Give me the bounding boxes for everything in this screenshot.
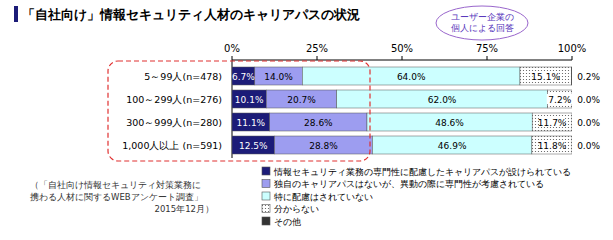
note-text: ユーザー企業の — [451, 12, 514, 22]
bar-segment — [275, 136, 373, 154]
source-text: 2015年12月） — [155, 204, 214, 214]
legend-swatch — [262, 217, 270, 225]
bar-segment — [548, 90, 572, 108]
data-label: 7.2% — [548, 95, 571, 105]
x-tick-label: 0% — [224, 43, 240, 54]
data-label: 20.7% — [287, 95, 316, 105]
bar-segment — [572, 136, 573, 154]
data-label: 6.7% — [232, 72, 255, 82]
data-label: 48.6% — [435, 118, 464, 128]
data-label: 11.7% — [538, 118, 567, 128]
label-bg — [547, 94, 573, 104]
bar-segment — [255, 67, 303, 85]
bar-segment — [232, 113, 270, 131]
legend-label: 分からない — [274, 204, 319, 214]
data-label: 62.0% — [428, 95, 457, 105]
data-label: 0.0% — [577, 95, 600, 105]
data-label: 46.9% — [438, 141, 467, 151]
bar-segment — [571, 67, 572, 85]
data-label: 12.5% — [239, 141, 268, 151]
data-label: 11.1% — [237, 118, 266, 128]
data-label: 0.2% — [577, 72, 600, 82]
data-label: 14.0% — [264, 72, 293, 82]
x-tick-label: 25% — [306, 43, 328, 54]
legend-swatch — [262, 192, 270, 200]
x-tick — [487, 56, 488, 60]
note-ellipse — [436, 6, 528, 40]
bar-segment — [270, 113, 367, 131]
bars — [232, 67, 572, 154]
legend-swatch — [262, 205, 270, 213]
legend-label: その他 — [274, 217, 301, 227]
bar-segment — [232, 136, 275, 154]
x-tick — [317, 56, 318, 60]
source-text: （「自社向け情報セキュリティ対策業務に — [30, 180, 201, 190]
x-tick-label: 100% — [558, 43, 587, 54]
data-labels: 6.7% 14.0% 64.0% 15.1% 0.2% 10.1% 20.7% 62.0% 7.… — [232, 71, 600, 151]
category-label: 1,000人以上 (n=591) — [122, 140, 222, 151]
x-tick — [232, 56, 233, 60]
data-label: 10.1% — [235, 95, 264, 105]
bar-segment — [532, 136, 572, 154]
x-tick — [572, 56, 573, 60]
bar-segment — [520, 67, 571, 85]
bar-segment — [532, 113, 572, 131]
data-label: 28.8% — [309, 141, 338, 151]
title-marker — [14, 6, 18, 22]
bar-segment — [337, 90, 548, 108]
data-label: 11.8% — [538, 141, 567, 151]
category-label: 300～999人(n=280) — [126, 117, 222, 128]
data-label: 28.6% — [304, 118, 333, 128]
x-tick — [402, 56, 403, 60]
bar-segment — [572, 113, 573, 131]
data-label: 64.0% — [397, 72, 426, 82]
category-label: 100～299人(n=276) — [126, 94, 222, 105]
bar-segment — [367, 113, 532, 131]
data-label: 15.1% — [531, 72, 560, 82]
chart: 「自社向け」情報セキュリティ人材のキャリアパスの状況 ユーザー企業の個人による回答… — [0, 0, 613, 240]
x-tick-label: 50% — [391, 43, 413, 54]
bar-segment — [372, 136, 531, 154]
source-text: 携わる人材に関するWEBアンケート調査」 — [30, 192, 203, 202]
bar-segment — [266, 90, 336, 108]
category-label: 5～99人(n=478) — [144, 71, 222, 82]
highlight-box — [108, 61, 370, 161]
legend-label: 独自のキャリアパスはないが、異動の際に専門性が考慮されている — [274, 179, 544, 189]
x-tick-label: 75% — [476, 43, 498, 54]
note-text: 個人による回答 — [451, 23, 514, 33]
bar-segment — [232, 67, 255, 85]
bar-segment — [302, 67, 520, 85]
legend-swatch — [262, 180, 270, 188]
legend-swatch — [262, 167, 270, 175]
legend-label: 特に配慮はされていない — [274, 192, 373, 202]
data-label: 0.0% — [577, 141, 600, 151]
data-label: 0.0% — [577, 118, 600, 128]
legend-label: 情報セキュリティ業務の専門性に配慮したキャリアパスが設けられている — [273, 167, 571, 177]
title: 「自社向け」情報セキュリティ人材のキャリアパスの状況 — [22, 7, 360, 22]
bar-segment — [232, 90, 266, 108]
